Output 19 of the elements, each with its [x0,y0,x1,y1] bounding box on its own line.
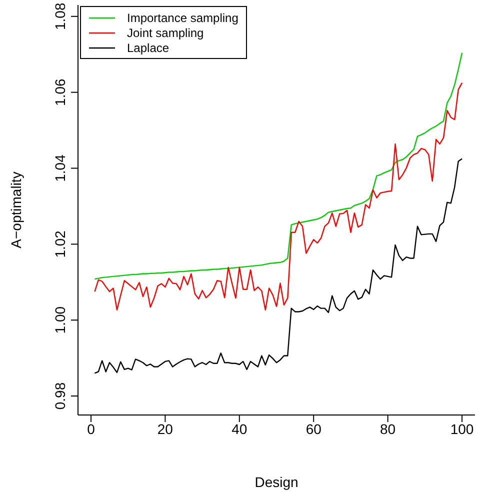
line-series [94,82,463,310]
x-tick-label: 40 [232,420,248,437]
x-tick-label: 0 [87,420,96,437]
x-tick-label: 100 [450,420,474,437]
y-tick-label: 1.04 [52,154,68,182]
y-axis-title: A−optimality [8,172,24,248]
legend-label: Laplace [127,40,170,54]
legend-label: Importance sampling [127,10,238,24]
x-axis-title: Design [254,474,298,490]
y-tick-label: 1.06 [52,78,68,106]
y-tick-label: 1.02 [52,230,68,258]
legend-label: Joint sampling [127,26,204,40]
x-tick-label: 20 [157,420,174,437]
x-tick-label: 60 [306,420,322,437]
y-tick-label: 1.08 [52,2,68,30]
line-series [94,158,463,374]
x-tick-label: 80 [380,420,396,437]
y-tick-label: 1.00 [52,306,68,334]
y-tick-label: 0.98 [52,382,68,410]
